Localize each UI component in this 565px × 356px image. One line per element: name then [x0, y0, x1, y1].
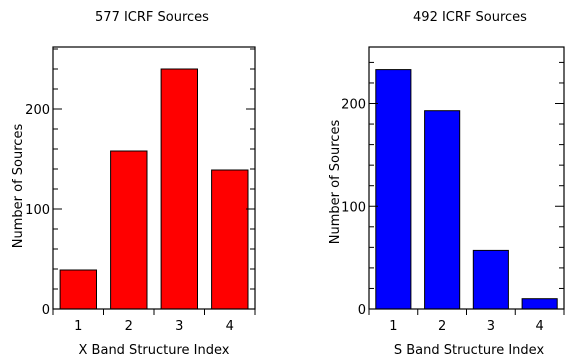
y-tick-label: 200 — [25, 103, 50, 118]
y-tick-label: 100 — [341, 200, 366, 215]
bar-1 — [59, 269, 97, 310]
y-tick-label: 0 — [42, 303, 50, 318]
x-tick-label: 2 — [438, 319, 446, 334]
bar-4 — [211, 169, 249, 310]
s-band-chart: 492 ICRF Sources S Band Structure Index … — [328, 10, 565, 356]
x-tick-label: 3 — [175, 319, 183, 334]
x-axis-label: X Band Structure Index — [79, 343, 230, 356]
bar-2 — [424, 110, 461, 310]
y-axis-label: Number of Sources — [11, 124, 26, 249]
y-axis-label: Number of Sources — [328, 120, 343, 245]
x-axis-label: S Band Structure Index — [394, 343, 545, 356]
x-tick-label: 1 — [389, 319, 397, 334]
x-tick-label: 4 — [226, 319, 234, 334]
y-tick-label: 200 — [341, 98, 366, 113]
chart-title: 492 ICRF Sources — [413, 10, 527, 25]
x-band-chart: 577 ICRF Sources X Band Structure Index … — [11, 10, 256, 356]
x-tick-label: 4 — [535, 319, 543, 334]
bar-1 — [375, 69, 412, 310]
y-tick-label: 100 — [25, 203, 50, 218]
bar-2 — [110, 150, 148, 310]
bar-3 — [472, 249, 509, 310]
bar-4 — [521, 298, 558, 310]
bar-3 — [160, 68, 199, 310]
x-tick-label: 2 — [125, 319, 133, 334]
y-tick-label: 0 — [358, 303, 366, 318]
x-tick-label: 3 — [487, 319, 495, 334]
x-tick-label: 1 — [74, 319, 82, 334]
chart-title: 577 ICRF Sources — [95, 10, 209, 25]
